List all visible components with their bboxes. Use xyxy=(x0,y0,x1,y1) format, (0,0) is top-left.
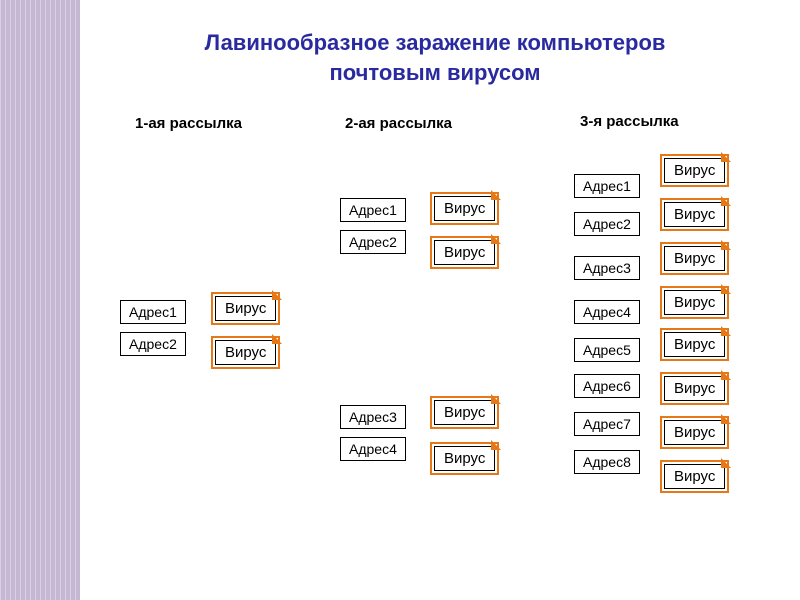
title-line-2: почтовым вирусом xyxy=(329,60,540,85)
virus-box: Вирус xyxy=(215,296,276,321)
address-box: Адрес8 xyxy=(574,450,640,474)
column-header-3: 3-я рассылка xyxy=(580,113,679,130)
virus-box: Вирус xyxy=(664,290,725,315)
virus-box: Вирус xyxy=(664,246,725,271)
address-box: Адрес1 xyxy=(340,198,406,222)
virus-box: Вирус xyxy=(434,240,495,265)
virus-box: Вирус xyxy=(664,464,725,489)
address-box: Адрес7 xyxy=(574,412,640,436)
virus-box: Вирус xyxy=(664,376,725,401)
title-line-1: Лавинообразное заражение компьютеров xyxy=(205,30,666,55)
address-box: Адрес4 xyxy=(574,300,640,324)
virus-box: Вирус xyxy=(215,340,276,365)
decorative-sidebar xyxy=(0,0,80,600)
virus-box: Вирус xyxy=(664,332,725,357)
address-box: Адрес6 xyxy=(574,374,640,398)
address-box: Адрес1 xyxy=(120,300,186,324)
address-box: Адрес2 xyxy=(340,230,406,254)
address-box: Адрес1 xyxy=(574,174,640,198)
virus-box: Вирус xyxy=(434,446,495,471)
virus-box: Вирус xyxy=(434,400,495,425)
address-box: Адрес2 xyxy=(574,212,640,236)
address-box: Адрес4 xyxy=(340,437,406,461)
virus-box: Вирус xyxy=(664,202,725,227)
address-box: Адрес5 xyxy=(574,338,640,362)
column-header-1: 1-ая рассылка xyxy=(135,115,242,132)
virus-box: Вирус xyxy=(434,196,495,221)
page-title: Лавинообразное заражение компьютеров поч… xyxy=(100,28,770,87)
address-box: Адрес2 xyxy=(120,332,186,356)
virus-box: Вирус xyxy=(664,158,725,183)
address-box: Адрес3 xyxy=(574,256,640,280)
address-box: Адрес3 xyxy=(340,405,406,429)
column-header-2: 2-ая рассылка xyxy=(345,115,452,132)
virus-box: Вирус xyxy=(664,420,725,445)
